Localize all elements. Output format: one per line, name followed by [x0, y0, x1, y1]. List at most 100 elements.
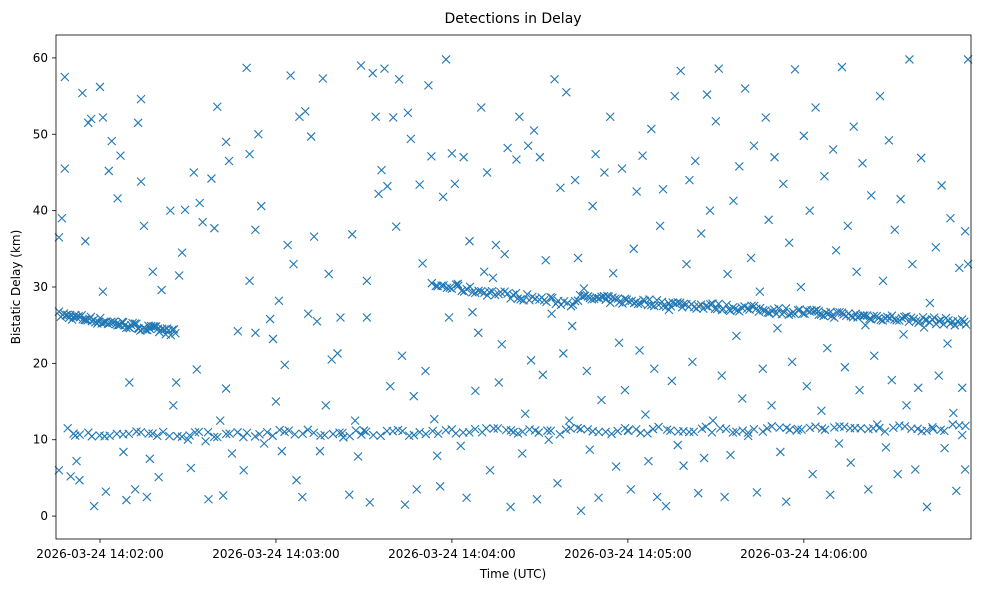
detection-point: [570, 175, 580, 185]
detection-point: [784, 238, 794, 248]
detection-point: [652, 492, 662, 502]
detection-point: [579, 284, 589, 293]
detection-point: [119, 447, 128, 457]
detection-point: [649, 364, 659, 374]
detection-point: [242, 63, 252, 73]
detection-point: [790, 64, 800, 74]
detection-point: [679, 299, 689, 309]
detection-point: [335, 428, 344, 437]
detection-point: [583, 424, 593, 434]
detection-point: [517, 449, 527, 458]
detection-point: [576, 506, 586, 516]
detection-point: [309, 232, 319, 241]
detection-point: [534, 428, 544, 437]
detection-point: [607, 429, 617, 439]
detection-point: [566, 424, 575, 433]
detection-point: [503, 143, 513, 153]
x-tick-label: 2026-03-24 14:06:00: [740, 547, 867, 561]
detection-point: [802, 381, 812, 391]
detection-point: [89, 501, 99, 511]
detection-point: [913, 424, 923, 434]
detection-point: [275, 425, 285, 435]
detection-point: [632, 187, 642, 196]
detection-point: [849, 122, 859, 132]
y-tick-label: 60: [33, 51, 48, 65]
detection-point: [858, 311, 868, 321]
detection-point: [749, 141, 759, 151]
detection-point: [954, 263, 964, 273]
detection-point: [570, 296, 580, 306]
detection-point: [435, 481, 445, 491]
detection-point: [587, 295, 597, 304]
detection-point: [265, 314, 275, 324]
detection-point: [336, 313, 345, 322]
detection-point: [648, 424, 658, 434]
detection-point: [888, 423, 898, 433]
detection-point: [303, 309, 313, 319]
detection-point: [541, 255, 551, 265]
detection-point: [633, 299, 643, 309]
detection-point: [484, 287, 494, 297]
detection-point: [547, 293, 557, 303]
detection-point: [139, 221, 149, 231]
detection-point: [453, 279, 463, 289]
detection-point: [728, 428, 738, 437]
detection-point: [391, 222, 401, 232]
detection-point: [673, 440, 683, 450]
detection-point: [374, 189, 383, 199]
detection-point: [582, 366, 592, 376]
detection-point: [846, 458, 856, 468]
detection-point: [831, 245, 841, 255]
detection-point: [286, 71, 296, 80]
detection-point: [884, 135, 894, 145]
detection-point: [166, 330, 176, 340]
y-tick-label: 10: [33, 433, 48, 447]
detection-point: [702, 90, 712, 99]
detection-point: [361, 427, 371, 437]
detection-point: [816, 310, 826, 320]
detection-point: [714, 64, 724, 73]
detection-point: [787, 357, 797, 367]
detection-point: [71, 312, 81, 322]
detection-point: [738, 426, 748, 436]
detection-point: [98, 287, 108, 296]
detection-point: [397, 351, 407, 361]
detection-point: [567, 321, 577, 331]
detection-point: [503, 289, 513, 298]
detection-point: [723, 269, 732, 279]
detection-point: [613, 426, 623, 436]
detection-point: [694, 301, 703, 311]
detection-point: [526, 355, 536, 365]
detection-point: [761, 113, 771, 122]
detection-point: [359, 426, 369, 435]
detection-point: [250, 432, 260, 441]
detection-point: [321, 400, 331, 410]
detection-point: [444, 313, 454, 322]
detection-point: [959, 317, 969, 327]
detection-point: [605, 112, 615, 122]
detection-point: [185, 431, 195, 440]
detection-point: [655, 221, 665, 231]
detection-point: [75, 475, 84, 485]
detection-point: [897, 313, 907, 323]
detection-point: [902, 400, 911, 410]
y-tick-label: 40: [33, 204, 48, 218]
detection-point: [251, 225, 260, 235]
detection-point: [620, 294, 630, 304]
detection-point: [928, 422, 937, 432]
detection-point: [464, 428, 474, 437]
detection-point: [136, 427, 146, 437]
detection-point: [333, 349, 342, 358]
detection-point: [441, 55, 451, 64]
detection-point: [429, 414, 439, 424]
detection-point: [297, 492, 307, 502]
detection-point: [624, 297, 634, 306]
detection-point: [130, 484, 140, 494]
detection-point: [635, 345, 644, 355]
detection-point: [644, 456, 653, 466]
detection-point: [600, 168, 609, 177]
detection-point: [620, 385, 630, 395]
detection-point: [881, 442, 891, 452]
detection-point: [774, 304, 783, 313]
